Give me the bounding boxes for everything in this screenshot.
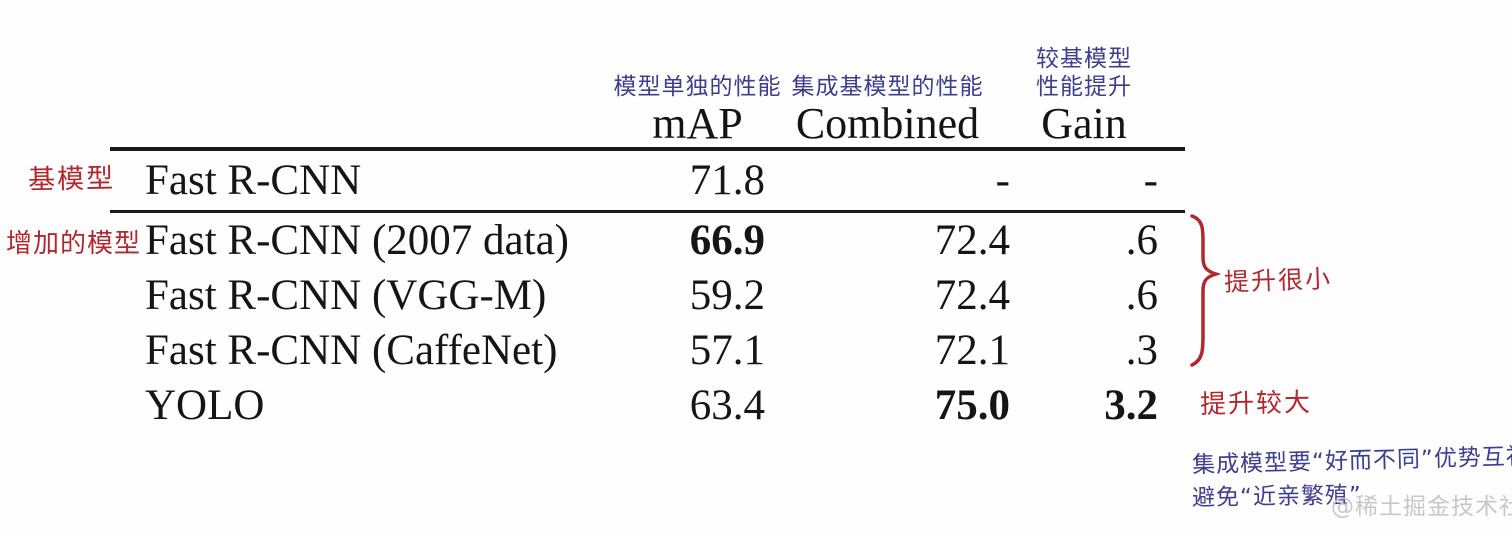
map-header-label: mAP xyxy=(652,99,743,149)
gain-annotation-line1: 较基模型 xyxy=(1036,45,1132,72)
model-name-cell: Fast R-CNN (CaffeNet) xyxy=(145,327,558,374)
map-annotation: 模型单独的性能 xyxy=(613,74,782,101)
model-name-cell: Fast R-CNN (2007 data) xyxy=(145,217,569,264)
table-header-row: 模型单独的性能 mAP 集成基模型的性能 Combined 较基模型 性能提升 … xyxy=(110,33,1185,147)
column-header-gain: 较基模型 性能提升 Gain xyxy=(1010,45,1158,147)
curly-brace-annotation xyxy=(1186,213,1223,374)
added-models-annotation: 增加的模型 xyxy=(6,229,142,259)
table-row: Fast R-CNN (CaffeNet) 57.1 72.1 .3 xyxy=(110,323,1185,378)
combined-cell: 72.1 xyxy=(934,327,1010,374)
watermark: @稀土掘金技术社区 xyxy=(1331,494,1512,520)
ensemble-note-line1: 集成模型要“好而不同”优势互补. xyxy=(1191,443,1512,479)
column-header-combined: 集成基模型的性能 Combined xyxy=(765,73,1010,147)
curly-brace-icon xyxy=(1190,214,1223,367)
gain-header-label: Gain xyxy=(1041,99,1127,149)
model-name-cell: Fast R-CNN (VGG-M) xyxy=(145,272,547,319)
map-cell: 66.9 xyxy=(689,217,765,264)
model-name-cell: Fast R-CNN xyxy=(145,157,362,204)
table-row: Fast R-CNN 71.8 - - xyxy=(110,147,1185,213)
small-gain-annotation: 提升很小 xyxy=(1223,264,1333,297)
gain-cell: .6 xyxy=(1125,272,1158,319)
table-row: Fast R-CNN (2007 data) 66.9 72.4 .6 xyxy=(110,213,1185,268)
gain-cell: .3 xyxy=(1125,327,1158,374)
combined-cell: - xyxy=(995,157,1010,204)
table-row: YOLO 63.4 75.0 3.2 xyxy=(110,378,1185,433)
model-name-cell: YOLO xyxy=(145,382,265,429)
combined-header-label: Combined xyxy=(795,99,980,149)
base-model-annotation: 基模型 xyxy=(27,163,116,196)
gain-cell: - xyxy=(1143,157,1158,204)
combined-annotation: 集成基模型的性能 xyxy=(791,74,984,101)
map-cell: 63.4 xyxy=(689,382,765,429)
column-header-map: 模型单独的性能 mAP xyxy=(614,73,781,149)
combined-cell: 72.4 xyxy=(934,272,1010,319)
map-cell: 59.2 xyxy=(689,272,765,319)
map-cell: 71.8 xyxy=(689,157,765,204)
combined-cell: 75.0 xyxy=(934,382,1010,429)
combined-cell: 72.4 xyxy=(934,217,1010,264)
map-cell: 57.1 xyxy=(689,327,765,374)
gain-annotation-line2: 性能提升 xyxy=(1036,74,1132,101)
large-gain-annotation: 提升较大 xyxy=(1199,388,1313,420)
gain-cell: .6 xyxy=(1125,217,1158,264)
gain-cell: 3.2 xyxy=(1104,382,1158,429)
results-table: 模型单独的性能 mAP 集成基模型的性能 Combined 较基模型 性能提升 … xyxy=(110,33,1185,433)
table-row: Fast R-CNN (VGG-M) 59.2 72.4 .6 xyxy=(110,268,1185,323)
